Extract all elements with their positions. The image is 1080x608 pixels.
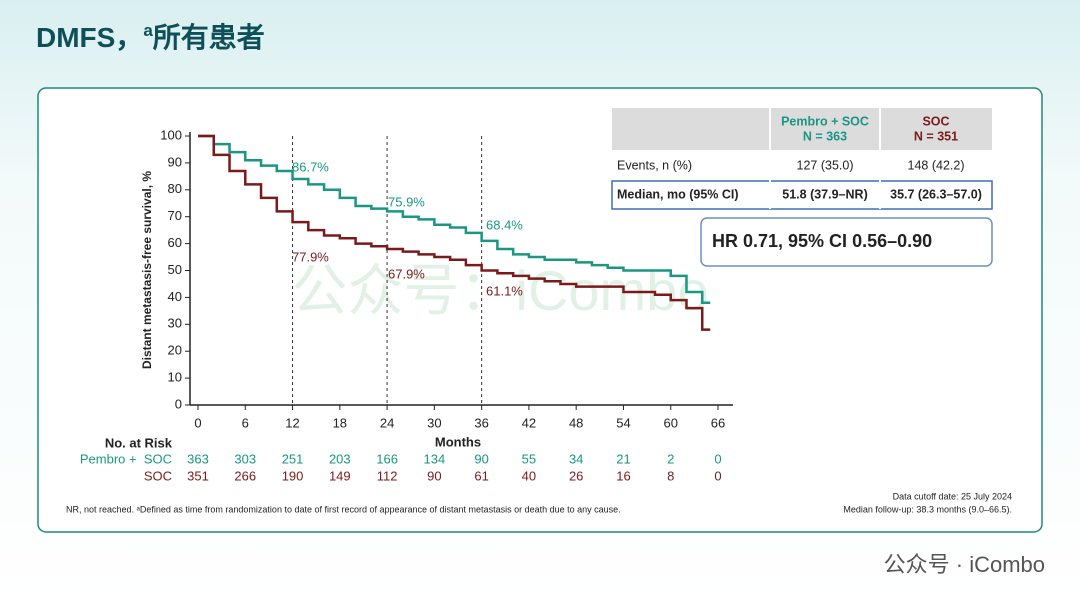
table-cell: Events, n (%) — [617, 158, 692, 172]
risk-value: 112 — [377, 468, 398, 483]
annotation: 68.4% — [486, 217, 523, 232]
risk-value: 90 — [474, 451, 488, 466]
km-curve — [198, 134, 711, 305]
table-cell: 127 (35.0) — [797, 158, 854, 172]
y-tick-label: 70 — [168, 208, 182, 223]
risk-value: 2 — [667, 451, 674, 466]
risk-value: 21 — [616, 451, 630, 466]
risk-value: 0 — [714, 451, 721, 466]
x-tick-label: 42 — [522, 415, 536, 430]
y-tick-label: 20 — [168, 343, 182, 358]
risk-value: 351 — [187, 468, 209, 483]
risk-row-name: SOC — [144, 468, 172, 483]
annotation: 86.7% — [292, 159, 329, 174]
table-header: N = 351 — [914, 129, 958, 143]
x-tick-label: 30 — [427, 415, 441, 430]
risk-value: 134 — [424, 451, 446, 466]
table-header: SOC — [922, 114, 949, 128]
risk-value: 16 — [616, 468, 630, 483]
table-header-bg — [612, 108, 992, 150]
y-tick-label: 60 — [168, 235, 182, 250]
risk-value: 303 — [234, 451, 256, 466]
y-tick-label: 100 — [160, 127, 182, 142]
annotation: 67.9% — [388, 266, 425, 281]
watermark: 公众号 · iCombo — [884, 552, 1045, 577]
annotation: 61.1% — [486, 283, 523, 298]
title-rest: 所有患者 — [153, 22, 265, 53]
title-sup: a — [143, 21, 153, 40]
table-cell: Median, mo (95% CI) — [617, 187, 739, 201]
x-tick-label: 12 — [285, 415, 299, 430]
y-tick-label: 80 — [168, 181, 182, 196]
table-cell: 35.7 (26.3–57.0) — [890, 187, 982, 201]
risk-row-name: Pembro + SOC — [80, 451, 172, 466]
risk-value: 251 — [282, 451, 304, 466]
risk-value: 40 — [522, 468, 536, 483]
risk-value: 266 — [234, 468, 256, 483]
risk-value: 149 — [329, 468, 351, 483]
x-tick-label: 66 — [711, 415, 725, 430]
x-tick-label: 36 — [474, 415, 488, 430]
table-highlight — [611, 180, 993, 210]
risk-value: 190 — [282, 468, 304, 483]
y-tick-label: 90 — [168, 154, 182, 169]
risk-value: 55 — [522, 451, 536, 466]
km-curve — [198, 134, 711, 331]
footnote: NR, not reached. ᵃDefined as time from r… — [66, 504, 621, 514]
annotation: 77.9% — [292, 249, 329, 264]
x-tick-label: 24 — [380, 415, 394, 430]
x-tick-label: 6 — [242, 415, 249, 430]
y-tick-label: 40 — [168, 289, 182, 304]
x-tick-label: 0 — [194, 415, 201, 430]
hr-text: HR 0.71, 95% CI 0.56–0.90 — [712, 231, 932, 251]
table-header: Pembro + SOC — [781, 114, 869, 128]
title-main: DMFS， — [36, 22, 143, 53]
y-tick-label: 0 — [175, 396, 182, 411]
y-tick-label: 30 — [168, 316, 182, 331]
risk-value: 0 — [714, 468, 721, 483]
followup: Median follow-up: 38.3 months (9.0–66.5)… — [843, 504, 1012, 514]
x-axis-label: Months — [435, 434, 481, 449]
y-tick-label: 50 — [168, 262, 182, 277]
risk-value: 203 — [329, 451, 351, 466]
y-tick-label: 10 — [168, 370, 182, 385]
risk-value: 34 — [569, 451, 583, 466]
table-row-bg — [612, 150, 992, 180]
x-tick-label: 60 — [663, 415, 677, 430]
risk-value: 26 — [569, 468, 583, 483]
hr-box — [700, 217, 993, 267]
risk-value: 90 — [427, 468, 441, 483]
x-tick-label: 48 — [569, 415, 583, 430]
annotation: 75.9% — [388, 194, 425, 209]
table-cell: 51.8 (37.9–NR) — [782, 187, 867, 201]
slide-title: DMFS，a所有患者 — [36, 21, 265, 53]
x-tick-label: 54 — [616, 415, 630, 430]
y-axis-label: Distant metastasis-free survival, % — [140, 171, 154, 369]
risk-value: 61 — [474, 468, 488, 483]
risk-value: 363 — [187, 451, 209, 466]
risk-value: 8 — [667, 468, 674, 483]
table-header: N = 363 — [803, 129, 847, 143]
risk-title: No. at Risk — [105, 435, 173, 450]
risk-value: 166 — [376, 451, 398, 466]
cutoff: Data cutoff date: 25 July 2024 — [893, 491, 1012, 501]
table-cell: 148 (42.2) — [908, 158, 965, 172]
x-tick-label: 18 — [333, 415, 347, 430]
